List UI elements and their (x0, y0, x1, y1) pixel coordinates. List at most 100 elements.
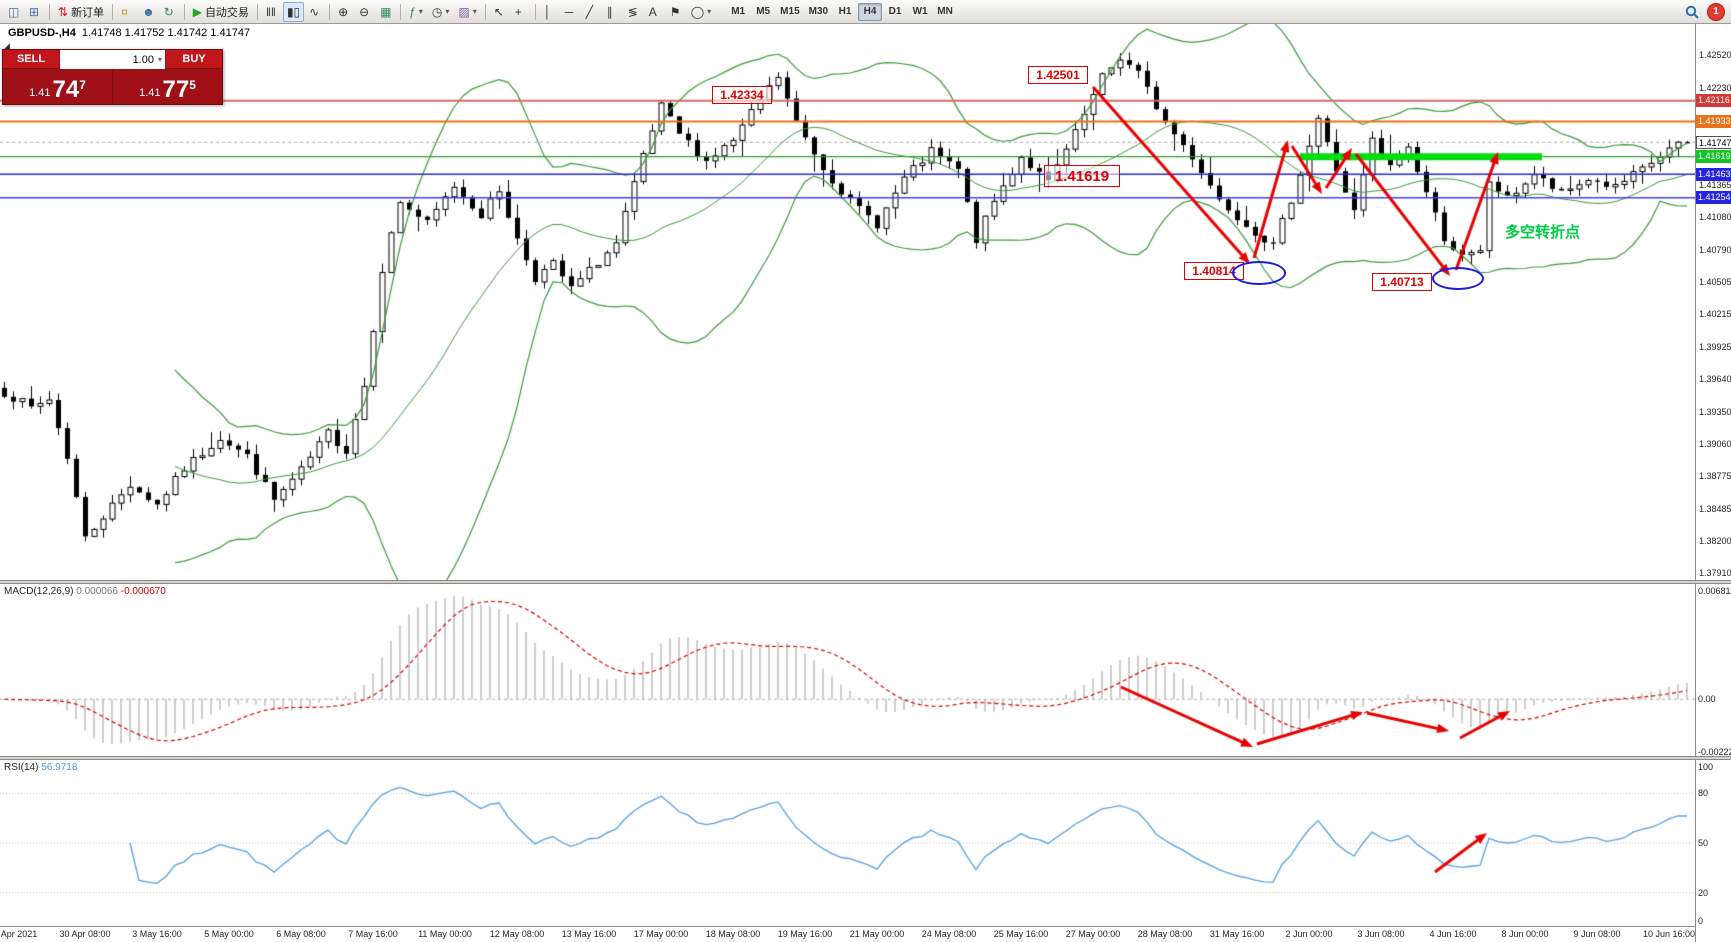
fibonacci-icon[interactable]: ≶ (624, 2, 644, 22)
price-scale[interactable]: 0.006811 0.00 -0.00222 1.425201.422301.4… (1695, 24, 1731, 942)
auto-trading-button[interactable]: ▶ 自动交易 (189, 2, 253, 22)
time-axis-label: 4 Jun 16:00 (1429, 929, 1477, 939)
panel-divider[interactable] (0, 756, 1731, 760)
volume-input[interactable]: 1.00 ▾ (60, 50, 165, 69)
candlestick-chart-icon[interactable]: ▮▯ (282, 1, 305, 22)
timeframe-toolbar: M1 M5 M15 M30 H1 H4 D1 W1 MN (726, 2, 957, 21)
volume-dropdown-caret-icon[interactable]: ▾ (157, 55, 162, 64)
price-tick: 1.39060 (1699, 439, 1731, 450)
fibonacci-icon: ≶ (627, 4, 638, 19)
toolbar-separator (112, 3, 114, 20)
vertical-line-icon[interactable]: │ (540, 2, 560, 22)
price-tick: 1.39350 (1699, 406, 1731, 417)
price-annotation[interactable]: 1.41619 (1044, 165, 1120, 187)
toolbar-separator (256, 3, 258, 20)
new-order-button[interactable]: ⇅ 新订单 (54, 2, 108, 22)
chart-window-icon: ◫ (8, 4, 20, 19)
price-tick: 1.39925 (1699, 341, 1731, 352)
indicators-icon[interactable]: ƒ ▾ (405, 2, 427, 22)
horizontal-line-icon[interactable]: ─ (561, 2, 581, 22)
text-icon: A (648, 4, 657, 19)
tile-windows-icon[interactable]: ▦ (376, 2, 396, 22)
notification-badge[interactable]: 1 (1707, 2, 1725, 21)
time-axis-label: 17 May 00:00 (633, 929, 689, 939)
timeframe-h1[interactable]: H1 (833, 3, 857, 21)
shapes-icon[interactable]: ◯ ▾ (687, 2, 715, 22)
timeframe-m1[interactable]: M1 (726, 3, 750, 21)
buy-price-sup: 5 (189, 78, 196, 92)
time-axis-label: 29 Apr 2021 (0, 929, 38, 939)
rsi-name: RSI(14) (4, 762, 39, 773)
timeframe-m5[interactable]: M5 (751, 3, 775, 21)
data-window-icon: ☻ (142, 4, 155, 19)
price-tick: 1.40790 (1699, 244, 1731, 255)
cursor-icon[interactable]: ↖ (490, 2, 510, 22)
crosshair-icon[interactable]: + (511, 2, 531, 22)
rsi-panel-canvas[interactable] (0, 760, 1695, 926)
price-annotation[interactable]: 1.40713 (1372, 273, 1432, 291)
sell-price[interactable]: 1.41 74 7 (3, 69, 113, 104)
buy-price-big: 77 (162, 76, 190, 103)
label-icon: ⚑ (669, 4, 681, 19)
text-icon[interactable]: A (645, 2, 665, 22)
timeframe-w1[interactable]: W1 (908, 3, 932, 21)
one-click-panel-toggle-icon[interactable]: ◢ (3, 41, 10, 51)
time-axis[interactable]: 29 Apr 2021 30 Apr 08:00 3 May 16:00 5 May … (0, 926, 1695, 942)
price-tick: 1.42520 (1699, 50, 1731, 61)
timeframe-d1[interactable]: D1 (883, 3, 907, 21)
time-axis-label: 12 May 08:00 (489, 929, 545, 939)
new-chart-icon[interactable]: ⊞ (25, 2, 45, 22)
toolbar-right-group: 1 (1681, 2, 1727, 22)
price-annotation[interactable]: 1.42334 (712, 86, 772, 104)
refresh-icon[interactable]: ↻ (160, 2, 180, 22)
templates-icon[interactable]: ▨ ▾ (454, 2, 480, 22)
price-tick: 1.38485 (1699, 503, 1731, 514)
vertical-line-icon: │ (543, 4, 552, 19)
templates-icon-caret[interactable]: ▾ (472, 7, 477, 16)
market-watch-icon: ¤ (121, 4, 128, 19)
price-annotation[interactable]: 1.42501 (1028, 66, 1088, 84)
turning-point-text-object[interactable]: 多空转折点 (1505, 224, 1581, 241)
zoom-out-icon[interactable]: ⊖ (355, 2, 375, 22)
price-tag: 1.41254 (1696, 191, 1731, 205)
line-chart-icon[interactable]: ∿ (305, 2, 325, 22)
panel-divider[interactable] (0, 580, 1731, 584)
search-icon[interactable] (1681, 2, 1703, 22)
timeframe-h4[interactable]: H4 (858, 2, 883, 21)
trade-panel-controls: SELL 1.00 ▾ BUY (3, 50, 222, 69)
rsi-level-label: 80 (1698, 788, 1709, 799)
ellipse-object[interactable] (1232, 261, 1286, 285)
shapes-icon-caret[interactable]: ▾ (707, 7, 712, 16)
time-axis-label: 21 May 00:00 (849, 929, 905, 939)
buy-button[interactable]: BUY (166, 50, 222, 69)
ellipse-object[interactable] (1432, 267, 1484, 290)
market-watch-icon[interactable]: ¤ (117, 2, 137, 22)
macd-panel-canvas[interactable] (0, 584, 1695, 756)
auto-trading-button-label: 自动交易 (204, 6, 249, 19)
timeframe-m30[interactable]: M30 (805, 3, 832, 21)
price-tick: 1.37910 (1699, 568, 1731, 579)
periods-icon-caret[interactable]: ▾ (445, 7, 450, 16)
zoom-in-icon[interactable]: ⊕ (334, 2, 354, 22)
channel-icon[interactable]: ∥ (603, 2, 623, 22)
time-axis-label: 13 May 16:00 (561, 929, 617, 939)
periods-icon[interactable]: ◷ ▾ (428, 2, 454, 22)
chart-window-icon[interactable]: ◫ (4, 2, 24, 22)
main-chart-canvas[interactable] (0, 24, 1695, 580)
indicators-icon: ƒ (409, 4, 416, 19)
indicators-icon-caret[interactable]: ▾ (418, 7, 423, 16)
timeframe-mn[interactable]: MN (933, 3, 957, 21)
bar-chart-icon[interactable]: ‖‖ (262, 2, 282, 22)
data-window-icon[interactable]: ☻ (138, 2, 159, 22)
time-axis-label: 18 May 08:00 (705, 929, 761, 939)
rsi-level-label: 50 (1698, 838, 1709, 848)
sell-button[interactable]: SELL (3, 50, 59, 69)
time-axis-label: 19 May 16:00 (777, 929, 833, 939)
label-icon[interactable]: ⚑ (666, 2, 686, 22)
macd-main-value: 0.000066 (76, 586, 118, 597)
buy-price[interactable]: 1.41 77 5 (113, 69, 222, 104)
time-axis-label: 3 Jun 08:00 (1357, 929, 1405, 939)
chart-symbol-period: GBPUSD-,H4 (8, 27, 76, 39)
trendline-icon[interactable]: ╱ (582, 2, 602, 22)
timeframe-m15[interactable]: M15 (776, 3, 803, 21)
